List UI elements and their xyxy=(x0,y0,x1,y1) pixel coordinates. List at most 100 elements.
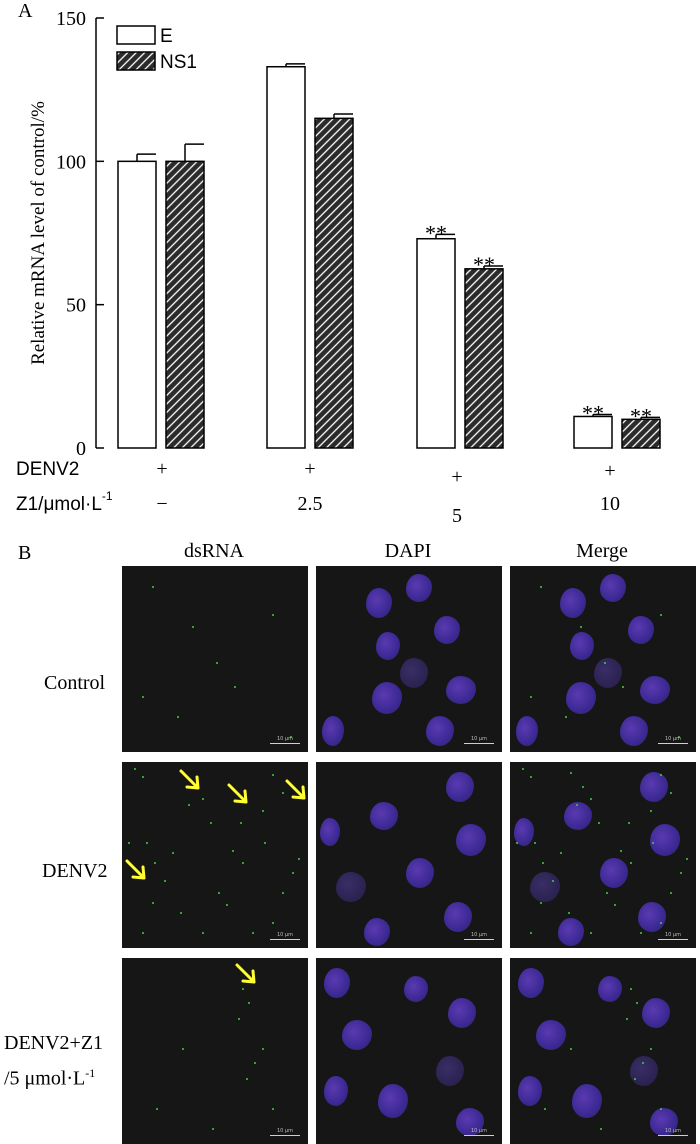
dsrna-signal xyxy=(146,842,148,844)
dsrna-signal xyxy=(218,892,220,894)
dsrna-signal xyxy=(298,858,300,860)
dsrna-signal xyxy=(202,798,204,800)
dsrna-signal xyxy=(642,1062,644,1064)
micrograph-merge-row-0: 10 μm xyxy=(510,566,696,752)
nucleus xyxy=(638,902,666,932)
dsrna-signal xyxy=(192,626,194,628)
dsrna-signal xyxy=(134,768,136,770)
scale-bar: 10 μm xyxy=(270,734,300,744)
dsrna-signal xyxy=(522,768,524,770)
nucleus xyxy=(400,658,428,688)
bar-NS1-2 xyxy=(464,268,504,449)
scale-bar: 10 μm xyxy=(464,734,494,744)
nucleus xyxy=(456,1108,484,1136)
micrograph-dsrna-row-2: 10 μm xyxy=(122,958,308,1144)
dsrna-signal xyxy=(142,776,144,778)
dsrna-signal xyxy=(670,792,672,794)
dsrna-signal xyxy=(568,912,570,914)
dsrna-signal xyxy=(590,932,592,934)
nucleus xyxy=(598,976,622,1002)
nucleus xyxy=(342,1020,372,1050)
micrograph-merge-row-2: 10 μm xyxy=(510,958,696,1144)
scale-bar-line xyxy=(464,743,494,744)
dsrna-signal xyxy=(660,922,662,924)
dsrna-signal xyxy=(248,1002,250,1004)
row-label-denv2-z1-line2: /5 μmol·L-1 xyxy=(4,1058,103,1094)
nucleus xyxy=(628,616,654,644)
nucleus xyxy=(642,998,670,1028)
nucleus xyxy=(560,588,586,618)
scale-bar-line xyxy=(270,1135,300,1136)
scale-bar-text: 10 μm xyxy=(470,1128,487,1134)
dsrna-signal xyxy=(164,880,166,882)
dsrna-signal xyxy=(252,932,254,934)
dsrna-signal xyxy=(628,822,630,824)
dsrna-signal xyxy=(600,1128,602,1130)
column-header-merge: Merge xyxy=(576,540,628,562)
nucleus xyxy=(620,716,648,746)
dsrna-signal xyxy=(598,822,600,824)
scale-bar-text: 10 μm xyxy=(664,1128,681,1134)
dsrna-signal xyxy=(678,736,680,738)
y-tick-label-150: 150 xyxy=(56,8,86,30)
column-header-dsrna: dsRNA xyxy=(183,540,244,562)
row-1-value-1: 2.5 xyxy=(298,493,323,515)
dsrna-signal xyxy=(238,1018,240,1020)
row-label-denv2-z1-line2-text: /5 μmol·L xyxy=(4,1067,86,1090)
dsrna-signal xyxy=(152,902,154,904)
nucleus xyxy=(324,968,350,998)
nucleus xyxy=(630,1056,658,1086)
dsrna-signal xyxy=(272,922,274,924)
scale-bar-text: 10 μm xyxy=(470,736,487,742)
scale-bar: 10 μm xyxy=(658,930,688,940)
bar-chart: 0 50 100 150 Relative mRNA level of control/… xyxy=(16,8,661,527)
dsrna-signal xyxy=(604,662,606,664)
scale-bar: 10 μm xyxy=(658,1126,688,1136)
nucleus xyxy=(434,616,460,644)
row-header-superscript: -1 xyxy=(102,489,113,503)
scale-bar-line xyxy=(270,939,300,940)
arrow-icon xyxy=(179,769,200,790)
dsrna-signal xyxy=(652,842,654,844)
nucleus xyxy=(594,658,622,688)
dsrna-signal xyxy=(516,842,518,844)
arrow-icon xyxy=(285,779,306,800)
significance-E-3: ** xyxy=(582,400,604,425)
dsrna-signal xyxy=(640,932,642,934)
scale-bar: 10 μm xyxy=(270,930,300,940)
nucleus xyxy=(600,574,626,602)
row-header-1: Z1/μmol·L-1 xyxy=(16,489,113,515)
dsrna-signal xyxy=(272,1108,274,1110)
dsrna-signal xyxy=(282,892,284,894)
nucleus xyxy=(600,858,628,888)
dsrna-signal xyxy=(544,1108,546,1110)
dsrna-signal xyxy=(530,696,532,698)
panel-a-label: A xyxy=(18,0,33,22)
nucleus xyxy=(378,1084,408,1118)
nucleus xyxy=(448,998,476,1028)
dsrna-signal xyxy=(650,810,652,812)
row-0-value-0: + xyxy=(156,458,167,480)
dsrna-signal xyxy=(272,774,274,776)
significance-NS1-2: ** xyxy=(473,252,495,277)
dsrna-signal xyxy=(242,988,244,990)
dsrna-signal xyxy=(210,822,212,824)
dsrna-signal xyxy=(540,586,542,588)
dsrna-signal xyxy=(540,902,542,904)
dsrna-signal xyxy=(142,696,144,698)
dsrna-signal xyxy=(180,912,182,914)
nucleus xyxy=(536,1020,566,1050)
dsrna-signal xyxy=(156,1108,158,1110)
column-header-dapi: DAPI xyxy=(384,540,432,562)
row-label-denv2-z1-sup: -1 xyxy=(85,1066,96,1080)
dsrna-signal xyxy=(534,842,536,844)
dsrna-signal xyxy=(254,1062,256,1064)
scale-bar: 10 μm xyxy=(658,734,688,744)
row-1-value-0: − xyxy=(156,493,167,515)
dsrna-signal xyxy=(576,804,578,806)
dsrna-signal xyxy=(636,1002,638,1004)
dsrna-signal xyxy=(262,1048,264,1050)
nucleus xyxy=(570,632,594,660)
nucleus xyxy=(558,918,584,946)
dsrna-signal xyxy=(650,1048,652,1050)
